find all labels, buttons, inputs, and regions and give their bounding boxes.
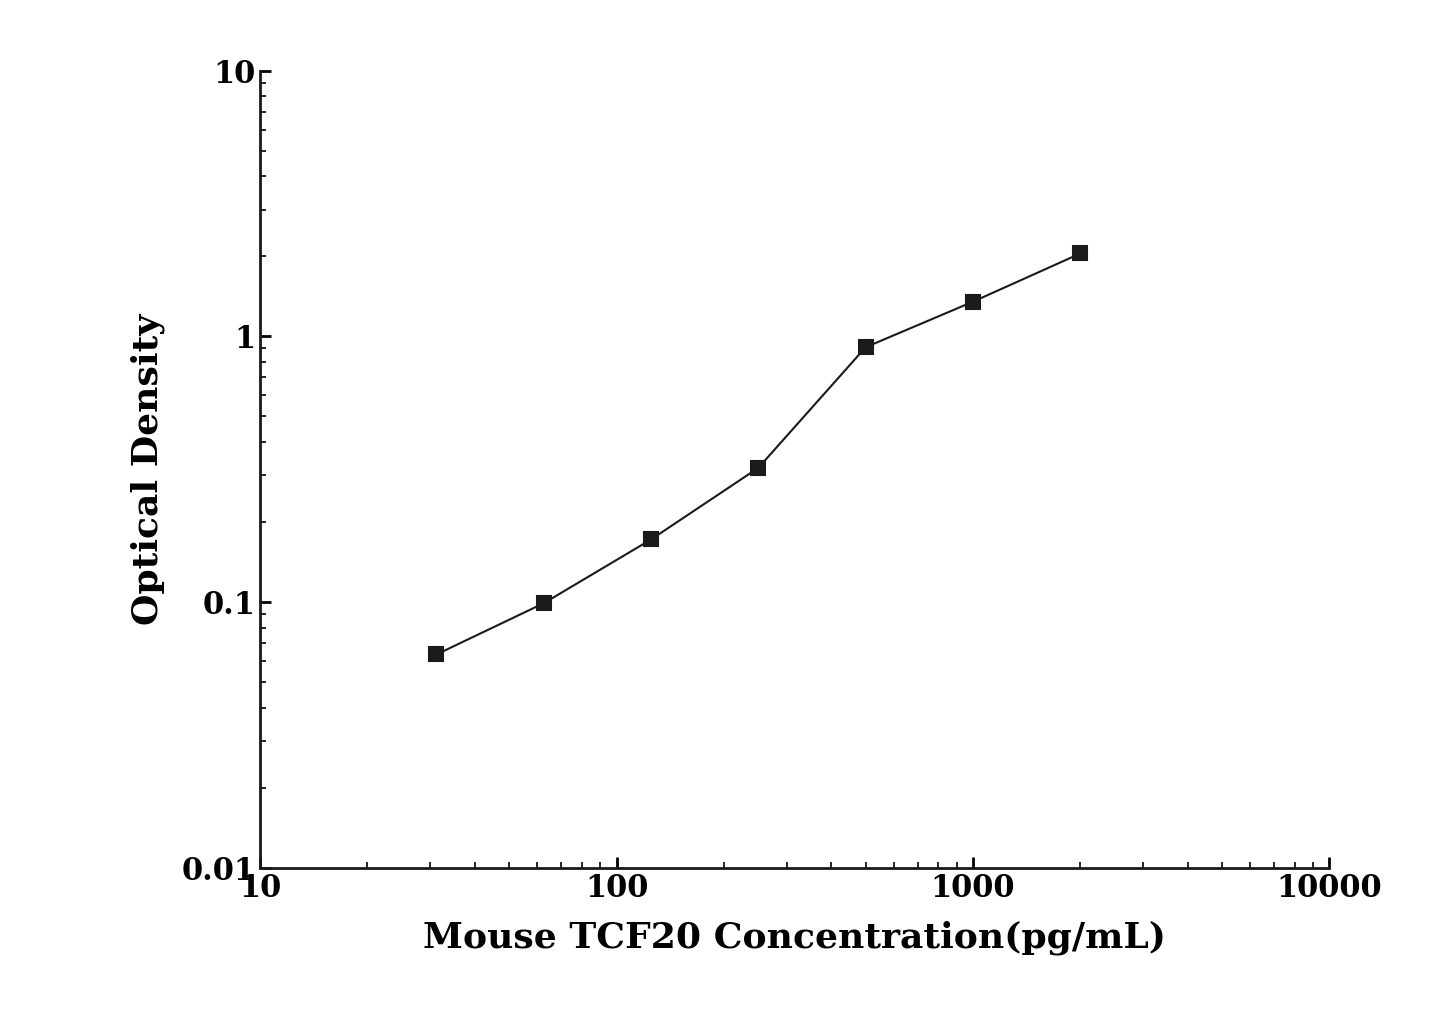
X-axis label: Mouse TCF20 Concentration(pg/mL): Mouse TCF20 Concentration(pg/mL) [423, 920, 1166, 955]
Y-axis label: Optical Density: Optical Density [130, 314, 165, 625]
